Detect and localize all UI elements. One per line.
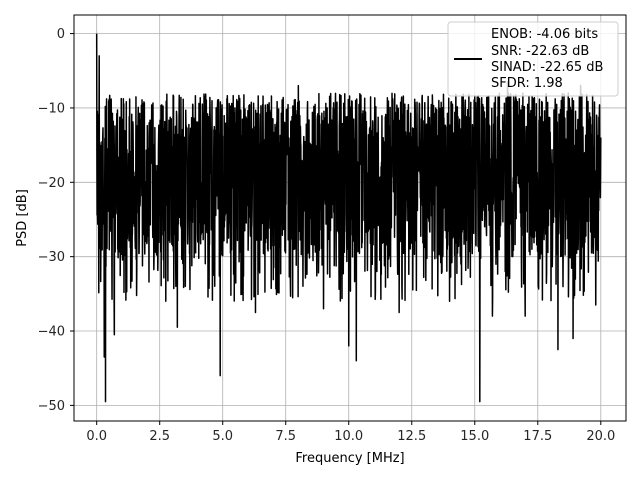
legend-sinad: SINAD: -22.65 dB (491, 60, 603, 75)
psd-series-line (95, 33, 602, 403)
y-tick-label: −40 (38, 325, 65, 340)
data-layer (95, 33, 602, 403)
legend-sfdr: SFDR: 1.98 (491, 76, 563, 91)
legend-snr: SNR: -22.63 dB (491, 44, 589, 59)
x-axis-ticks: 0.0 2.5 5.0 7.5 10.0 12.5 15.0 17.5 20.0 (86, 421, 615, 444)
legend-box (447, 21, 619, 97)
x-tick-label: 7.5 (275, 429, 296, 444)
x-tick-label: 5.0 (212, 429, 233, 444)
y-tick-label: 0 (57, 27, 65, 42)
x-tick-label: 2.5 (149, 429, 170, 444)
x-axis-label: Frequency [MHz] (295, 451, 404, 466)
y-tick-label: −10 (38, 101, 65, 116)
y-tick-label: −30 (38, 250, 65, 265)
x-tick-label: 17.5 (523, 429, 552, 444)
x-tick-label: 20.0 (586, 429, 615, 444)
x-tick-label: 15.0 (460, 429, 489, 444)
x-tick-label: 10.0 (334, 429, 363, 444)
legend: ENOB: -4.06 bits SNR: -22.63 dB SINAD: -… (447, 21, 619, 97)
legend-enob: ENOB: -4.06 bits (491, 27, 598, 42)
x-tick-label: 12.5 (397, 429, 426, 444)
x-tick-label: 0.0 (86, 429, 107, 444)
y-axis-ticks: 0 −10 −20 −30 −40 −50 (38, 27, 74, 414)
y-tick-label: −20 (38, 176, 65, 191)
axes-frame (73, 14, 627, 422)
y-tick-label: −50 (38, 399, 65, 414)
y-axis-label: PSD [dB] (15, 189, 30, 247)
